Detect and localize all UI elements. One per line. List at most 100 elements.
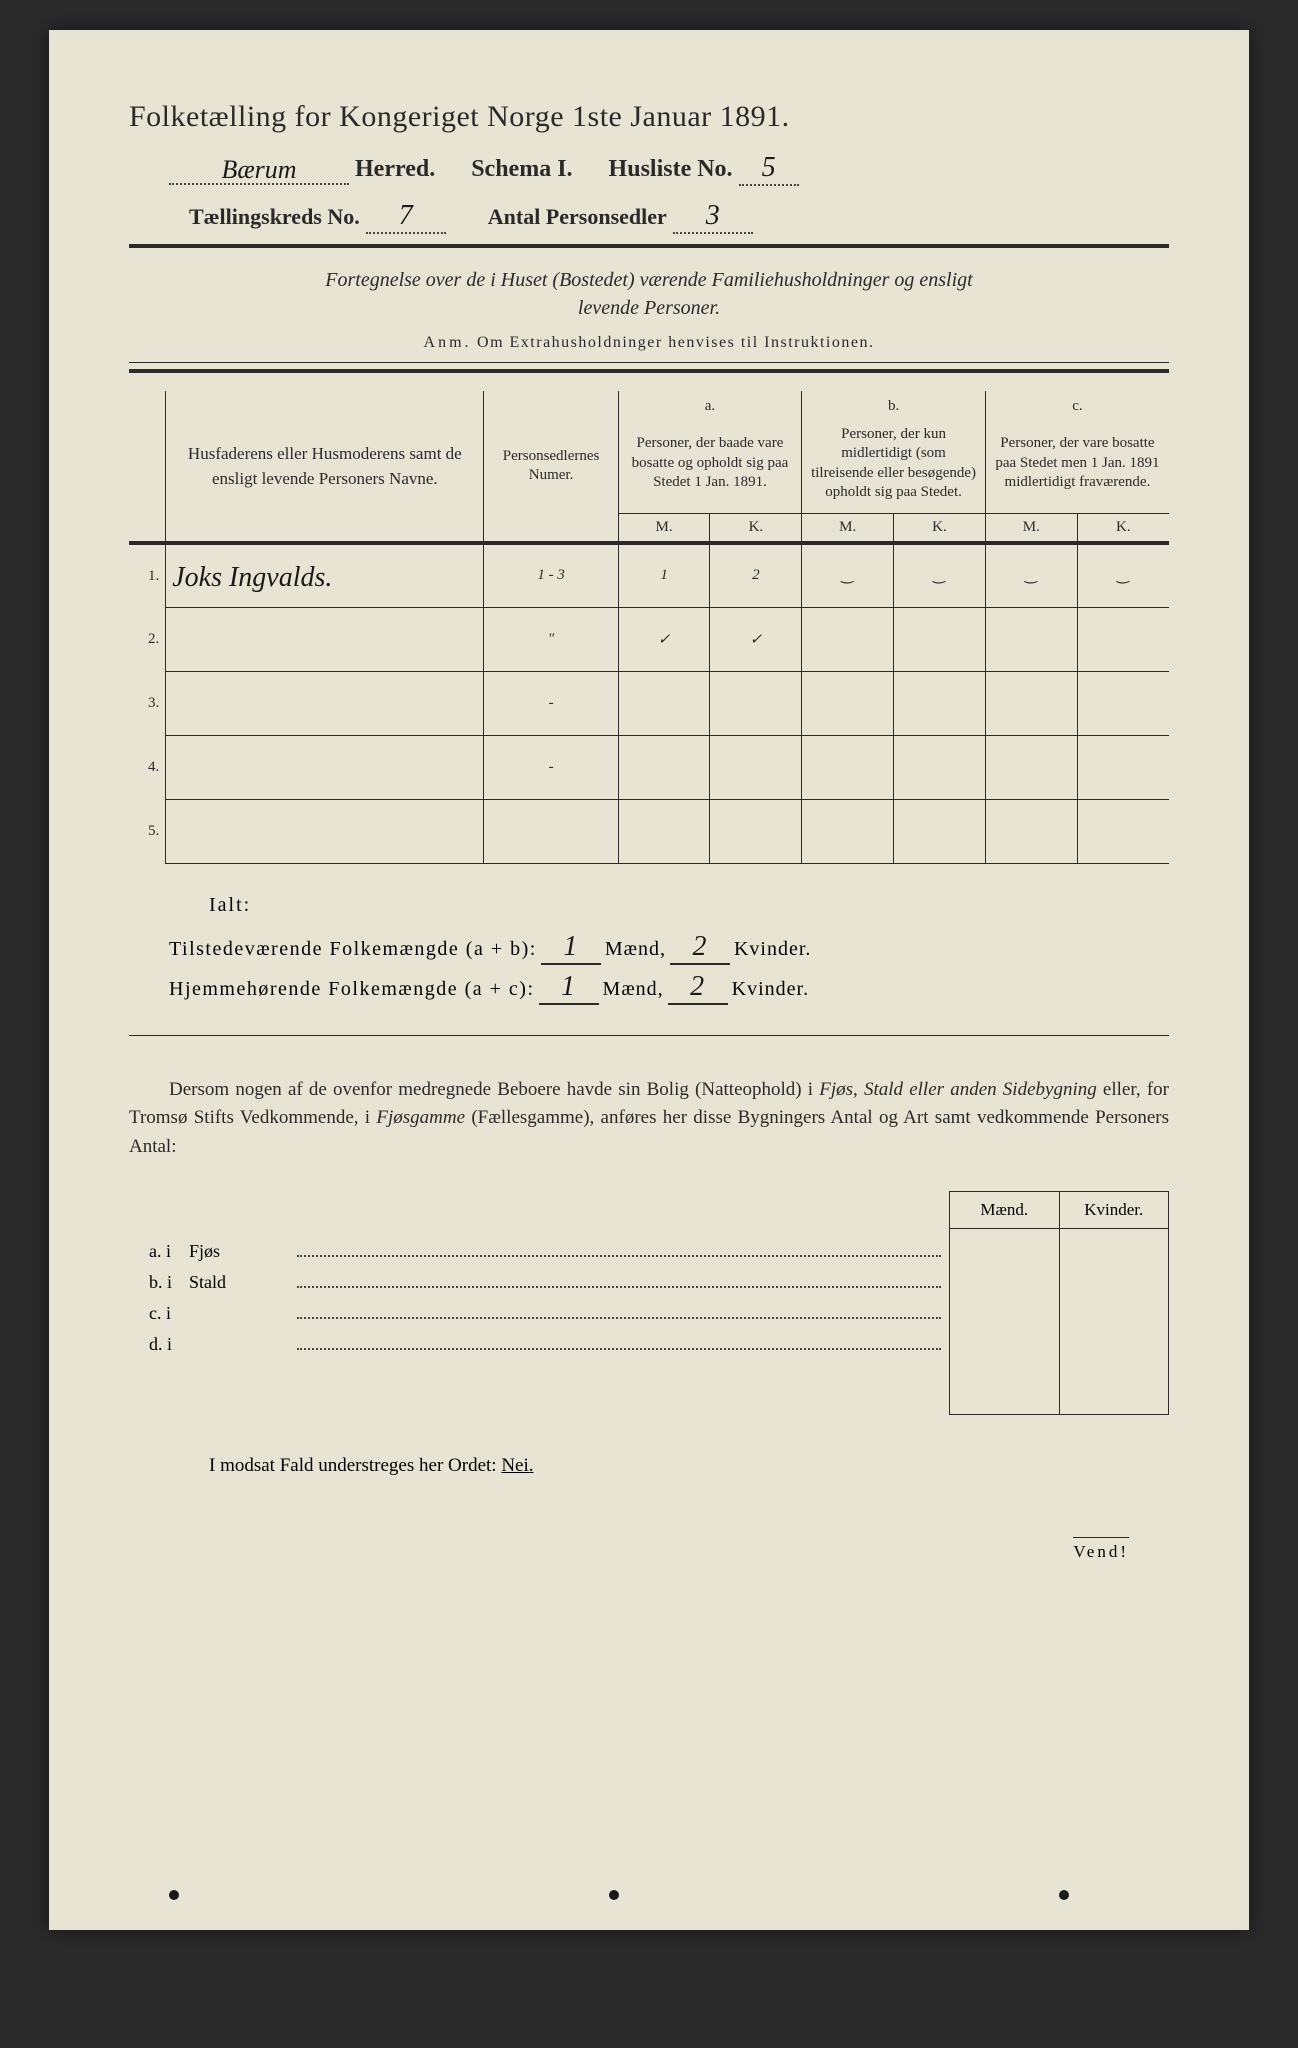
maend-header: Mænd.: [950, 1192, 1060, 1228]
numer-cell: -: [484, 735, 618, 799]
aK-cell: [710, 799, 802, 863]
bottom-row: c. i: [129, 1303, 949, 1324]
name-cell: [166, 671, 484, 735]
row-num: 5.: [129, 799, 166, 863]
col-bM: M.: [802, 513, 894, 543]
empty-header: [129, 391, 166, 543]
aM-cell: 1: [618, 543, 710, 607]
col-cM: M.: [985, 513, 1077, 543]
cK-cell: [1077, 799, 1169, 863]
bottom-name: Stald: [189, 1272, 289, 1293]
bottom-key: d. i: [129, 1334, 189, 1355]
col-c-label: c.: [985, 391, 1169, 421]
cK-cell: [1077, 735, 1169, 799]
col-b-header: Personer, der kun midlertidigt (som tilr…: [802, 421, 986, 514]
maend-col: [950, 1229, 1060, 1414]
kreds-label: Tællingskreds No.: [189, 204, 360, 230]
antal-field: 3: [673, 200, 753, 234]
table-row: 4. -: [129, 735, 1169, 799]
aM-cell: ✓: [618, 607, 710, 671]
anm-line: Anm. Om Extrahusholdninger henvises til …: [129, 334, 1169, 352]
table-row: 5.: [129, 799, 1169, 863]
dotted-line: [297, 1305, 941, 1319]
numer-cell: 1 - 3: [484, 543, 618, 607]
aM-cell: [618, 735, 710, 799]
bottom-key: c. i: [129, 1303, 189, 1324]
bK-cell: [894, 671, 986, 735]
cM-cell: [985, 607, 1077, 671]
page-title: Folketælling for Kongeriget Norge 1ste J…: [129, 100, 1169, 134]
numer-cell: ": [484, 607, 618, 671]
summary-row-2: Hjemmehørende Folkemængde (a + c): 1 Mæn…: [169, 971, 1169, 1005]
nei-word: Nei.: [501, 1455, 533, 1476]
bK-cell: [894, 735, 986, 799]
punch-hole: [169, 1890, 179, 1900]
row-num: 1.: [129, 543, 166, 607]
main-table: Husfaderens eller Husmoderens samt de en…: [129, 391, 1169, 864]
kvinder-col: [1060, 1229, 1169, 1414]
divider: [129, 244, 1169, 248]
table-row: 2. " ✓ ✓: [129, 607, 1169, 671]
bottom-row: d. i: [129, 1334, 949, 1355]
cM-cell: [985, 735, 1077, 799]
numer-cell: -: [484, 671, 618, 735]
cM-cell: ‿: [985, 543, 1077, 607]
antal-label: Antal Personsedler: [488, 204, 667, 230]
divider: [129, 369, 1169, 373]
col-b-label: b.: [802, 391, 986, 421]
kreds-no-field: 7: [366, 200, 446, 234]
bottom-key: b. i: [129, 1272, 189, 1293]
col-numer-header: Personsedlernes Numer.: [484, 391, 618, 543]
punch-hole: [609, 1890, 619, 1900]
bM-cell: [802, 671, 894, 735]
col-aM: M.: [618, 513, 710, 543]
punch-hole: [1059, 1890, 1069, 1900]
census-form-page: Folketælling for Kongeriget Norge 1ste J…: [49, 30, 1249, 1930]
aK-cell: [710, 735, 802, 799]
dotted-line: [297, 1336, 941, 1350]
bM-cell: [802, 735, 894, 799]
summary-1-k: 2: [670, 931, 730, 965]
cK-cell: [1077, 671, 1169, 735]
bottom-row: a. i Fjøs: [129, 1241, 949, 1262]
col-names-header: Husfaderens eller Husmoderens samt de en…: [166, 391, 484, 543]
col-aK: K.: [710, 513, 802, 543]
row-num: 4.: [129, 735, 166, 799]
herred-label: Herred.: [355, 156, 435, 183]
summary-1-m: 1: [541, 931, 601, 965]
bottom-key: a. i: [129, 1241, 189, 1262]
bM-cell: ‿: [802, 543, 894, 607]
husliste-no-field: 5: [739, 152, 799, 186]
summary-2-m: 1: [539, 971, 599, 1005]
ialt-label: Ialt:: [209, 894, 1169, 917]
aK-cell: 2: [710, 543, 802, 607]
col-bK: K.: [894, 513, 986, 543]
table-row: 1. Joks Ingvalds. 1 - 3 1 2 ‿ ‿ ‿ ‿: [129, 543, 1169, 607]
aK-cell: [710, 671, 802, 735]
bK-cell: [894, 607, 986, 671]
bottom-row: b. i Stald: [129, 1272, 949, 1293]
vend-label: Vend!: [1073, 1537, 1129, 1562]
col-a-label: a.: [618, 391, 802, 421]
subtitle: Fortegnelse over de i Huset (Bostedet) v…: [159, 266, 1139, 322]
dotted-line: [297, 1243, 941, 1257]
husliste-label: Husliste No.: [609, 156, 733, 183]
bK-cell: ‿: [894, 543, 986, 607]
bottom-section: a. i Fjøs b. i Stald c. i d. i Mænd. Kvi…: [129, 1191, 1169, 1415]
col-cK: K.: [1077, 513, 1169, 543]
divider: [129, 1035, 1169, 1036]
aK-cell: ✓: [710, 607, 802, 671]
numer-cell: [484, 799, 618, 863]
cK-cell: ‿: [1077, 543, 1169, 607]
name-cell: Joks Ingvalds.: [166, 543, 484, 607]
bottom-name: Fjøs: [189, 1241, 289, 1262]
cM-cell: [985, 799, 1077, 863]
schema-label: Schema I.: [471, 156, 572, 183]
cM-cell: [985, 671, 1077, 735]
bottom-rows: a. i Fjøs b. i Stald c. i d. i: [129, 1191, 949, 1365]
dotted-line: [297, 1274, 941, 1288]
summary-2-k: 2: [668, 971, 728, 1005]
aM-cell: [618, 671, 710, 735]
bM-cell: [802, 799, 894, 863]
herred-field: Bærum: [169, 153, 349, 185]
